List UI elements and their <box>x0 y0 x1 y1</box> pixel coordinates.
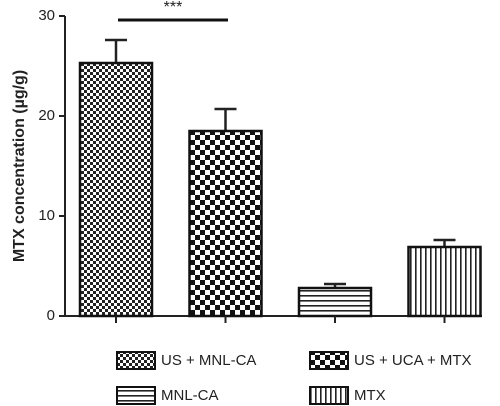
y-tick-label: 0 <box>47 307 55 324</box>
legend-swatch <box>309 386 349 405</box>
significance-label: *** <box>164 0 183 16</box>
legend-swatch <box>309 351 349 370</box>
bar <box>188 129 263 318</box>
y-tick-label: 20 <box>38 107 55 124</box>
legend-label: US + MNL-CA <box>161 352 256 369</box>
legend-label: US + UCA + MTX <box>354 352 472 369</box>
legend-label: MNL-CA <box>161 387 219 404</box>
bar <box>407 245 482 318</box>
bar <box>78 61 154 318</box>
legend-label: MTX <box>354 387 386 404</box>
legend-swatch <box>116 351 156 370</box>
y-tick-label: 10 <box>38 207 55 224</box>
bar <box>297 286 373 318</box>
legend-swatch <box>116 386 156 405</box>
y-axis-label: MTX concentration (µg/g) <box>11 70 28 262</box>
y-tick-label: 30 <box>38 7 55 24</box>
